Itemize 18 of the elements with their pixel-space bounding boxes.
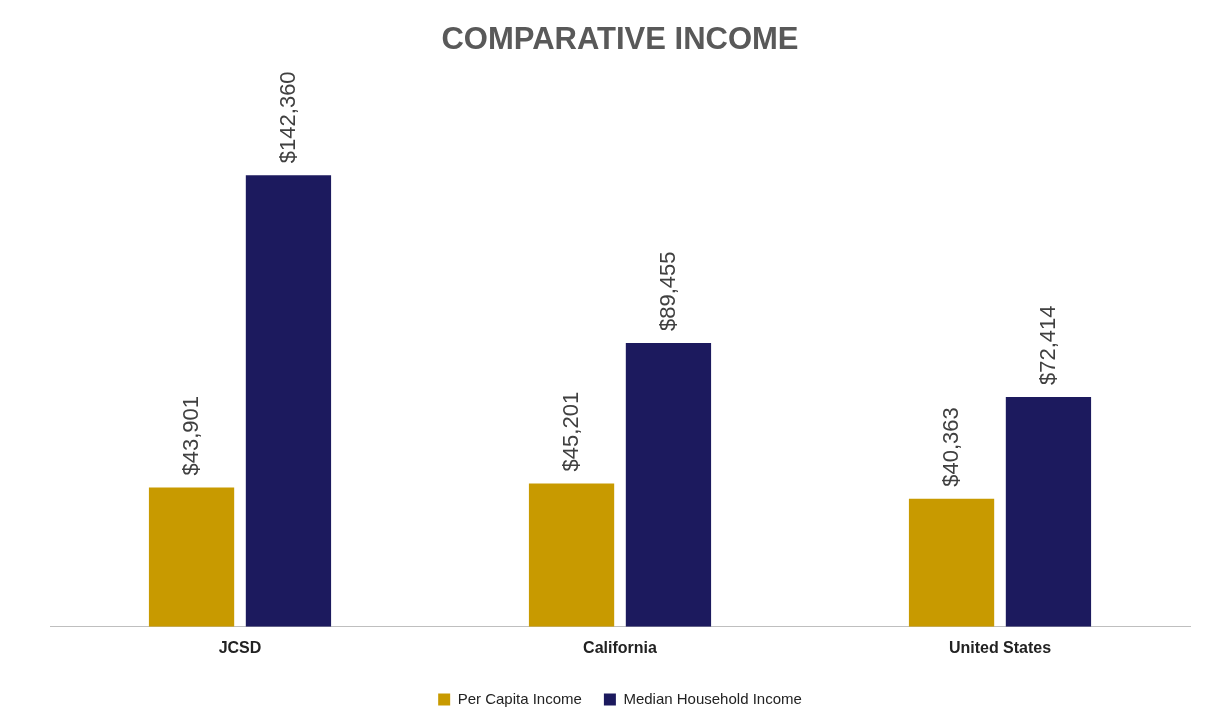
bar (245, 175, 332, 627)
bar (625, 343, 712, 627)
legend-label: Per Capita Income (457, 689, 582, 707)
data-label: $43,901 (177, 395, 203, 476)
data-label: $40,363 (937, 407, 963, 487)
x-tick-label: United States (948, 638, 1052, 656)
x-tick-label: JCSD (218, 638, 262, 656)
data-label: $142,360 (274, 71, 300, 164)
legend-label: Median Household Income (623, 689, 802, 707)
bar (528, 483, 615, 627)
bar (908, 498, 995, 627)
chart-title: COMPARATIVE INCOME (441, 21, 799, 57)
bar (1005, 397, 1092, 627)
data-label: $89,455 (654, 251, 680, 331)
bar (148, 487, 235, 627)
x-tick-label: California (583, 638, 657, 656)
data-label: $72,414 (1034, 305, 1060, 386)
data-label: $45,201 (557, 391, 583, 472)
